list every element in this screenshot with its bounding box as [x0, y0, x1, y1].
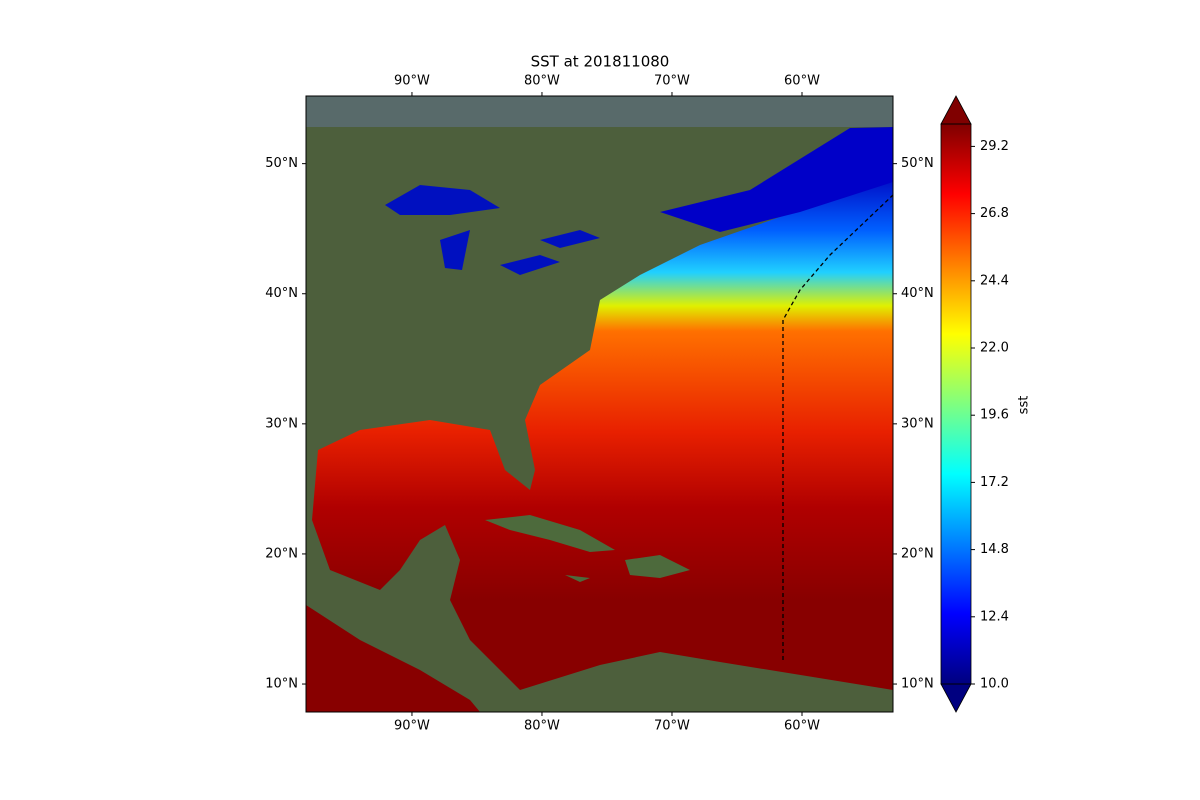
colorbar-label: sst: [1017, 396, 1032, 415]
pacific-sst: [306, 605, 480, 712]
lon-tick-label: 70°W: [654, 74, 690, 89]
colorbar-tick-label: 17.2: [980, 475, 1009, 490]
lat-tick-label: 50°N: [901, 156, 934, 171]
lon-tick-label: 80°W: [524, 74, 560, 89]
great-lakes: [385, 185, 600, 275]
lat-tick-label: 10°N: [265, 677, 298, 692]
colorbar-extend-max: [940, 95, 972, 125]
title: SST at 201811080: [531, 53, 670, 71]
map-frame: [305, 95, 894, 713]
colorbar: [941, 124, 971, 684]
colorbar-tick-label: 12.4: [980, 609, 1009, 624]
colorbar-tick-label: 22.0: [980, 341, 1009, 356]
lat-tick-label: 30°N: [901, 416, 934, 431]
islands: [485, 515, 690, 582]
colorbar-tick-label: 24.4: [980, 273, 1009, 288]
colorbar-tick-label: 10.0: [980, 677, 1009, 692]
land-north: [306, 96, 893, 127]
lat-tick-label: 10°N: [901, 677, 934, 692]
colorbar-tick-label: 26.8: [980, 206, 1009, 221]
lat-tick-label: 40°N: [265, 286, 298, 301]
map: [306, 96, 893, 712]
lon-tick-label: 90°W: [394, 719, 430, 734]
colorbar-frame: [940, 123, 972, 685]
lat-tick-label: 20°N: [265, 546, 298, 561]
lon-tick-label: 60°W: [784, 74, 820, 89]
colorbar-tick-label: 14.8: [980, 542, 1009, 557]
track-line: [782, 194, 893, 660]
lon-tick-label: 70°W: [654, 719, 690, 734]
lat-tick-label: 40°N: [901, 286, 934, 301]
lon-tick-label: 80°W: [524, 719, 560, 734]
lon-tick-label: 60°W: [784, 719, 820, 734]
lat-tick-label: 30°N: [265, 416, 298, 431]
lat-tick-label: 20°N: [901, 546, 934, 561]
ocean-sst: [312, 180, 893, 690]
lat-tick-label: 50°N: [265, 156, 298, 171]
colorbar-tick-label: 29.2: [980, 139, 1009, 154]
colorbar-extend-min: [940, 683, 972, 713]
lon-tick-label: 90°W: [394, 74, 430, 89]
colorbar-tick-label: 19.6: [980, 408, 1009, 423]
gulf-st-lawrence: [660, 127, 893, 232]
